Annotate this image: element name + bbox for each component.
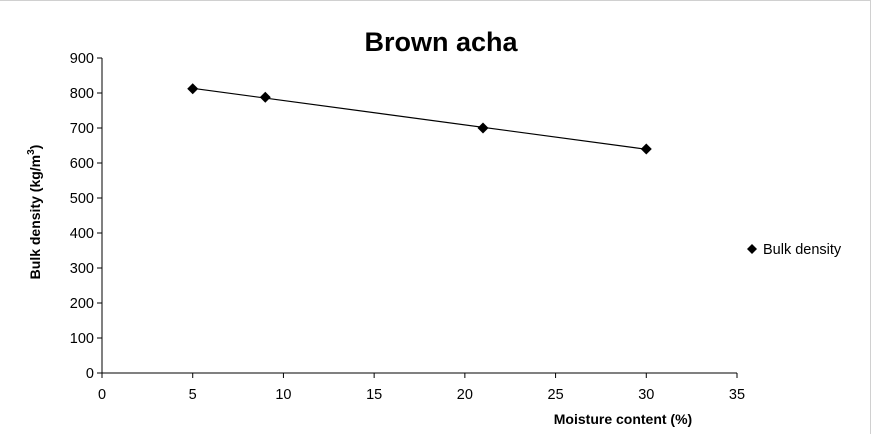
y-axis-label-superscript: 3 (26, 149, 37, 155)
data-point-diamond (640, 143, 652, 155)
y-tick-label: 200 (70, 296, 94, 312)
y-tick-label: 800 (70, 86, 94, 102)
y-tick-label: 100 (70, 331, 94, 347)
y-axis-label-main: Bulk density (kg/m (27, 155, 43, 279)
x-axis-label: Moisture content (%) (554, 411, 692, 427)
x-ticks: 0 5 10 15 20 25 30 35 (98, 373, 745, 403)
legend: Bulk density (747, 242, 842, 258)
x-tick-label: 10 (275, 387, 291, 403)
x-tick-label: 5 (189, 387, 197, 403)
x-tick-label: 25 (548, 387, 564, 403)
x-tick-label: 35 (729, 387, 745, 403)
y-tick-label: 900 (70, 51, 94, 67)
y-axis-label-close: ) (27, 145, 43, 150)
data-point-diamond (259, 91, 271, 103)
data-point-diamond (187, 83, 199, 95)
x-tick-label: 30 (638, 387, 654, 403)
data-point-diamond (477, 122, 489, 134)
data-points (187, 83, 652, 155)
legend-label: Bulk density (763, 242, 842, 258)
y-ticks: 0 100 200 300 400 500 600 700 800 900 (70, 51, 102, 382)
x-tick-label: 15 (366, 387, 382, 403)
legend-marker-diamond (747, 244, 757, 254)
y-tick-label: 0 (86, 366, 94, 382)
x-tick-label: 20 (457, 387, 473, 403)
chart-title: Brown acha (364, 27, 518, 57)
axes (101, 58, 737, 374)
y-tick-label: 500 (70, 191, 94, 207)
y-tick-label: 600 (70, 156, 94, 172)
y-axis-label: Bulk density (kg/m3) (26, 145, 43, 280)
x-tick-label: 0 (98, 387, 106, 403)
y-tick-label: 300 (70, 261, 94, 277)
y-tick-label: 700 (70, 121, 94, 137)
y-tick-label: 400 (70, 226, 94, 242)
